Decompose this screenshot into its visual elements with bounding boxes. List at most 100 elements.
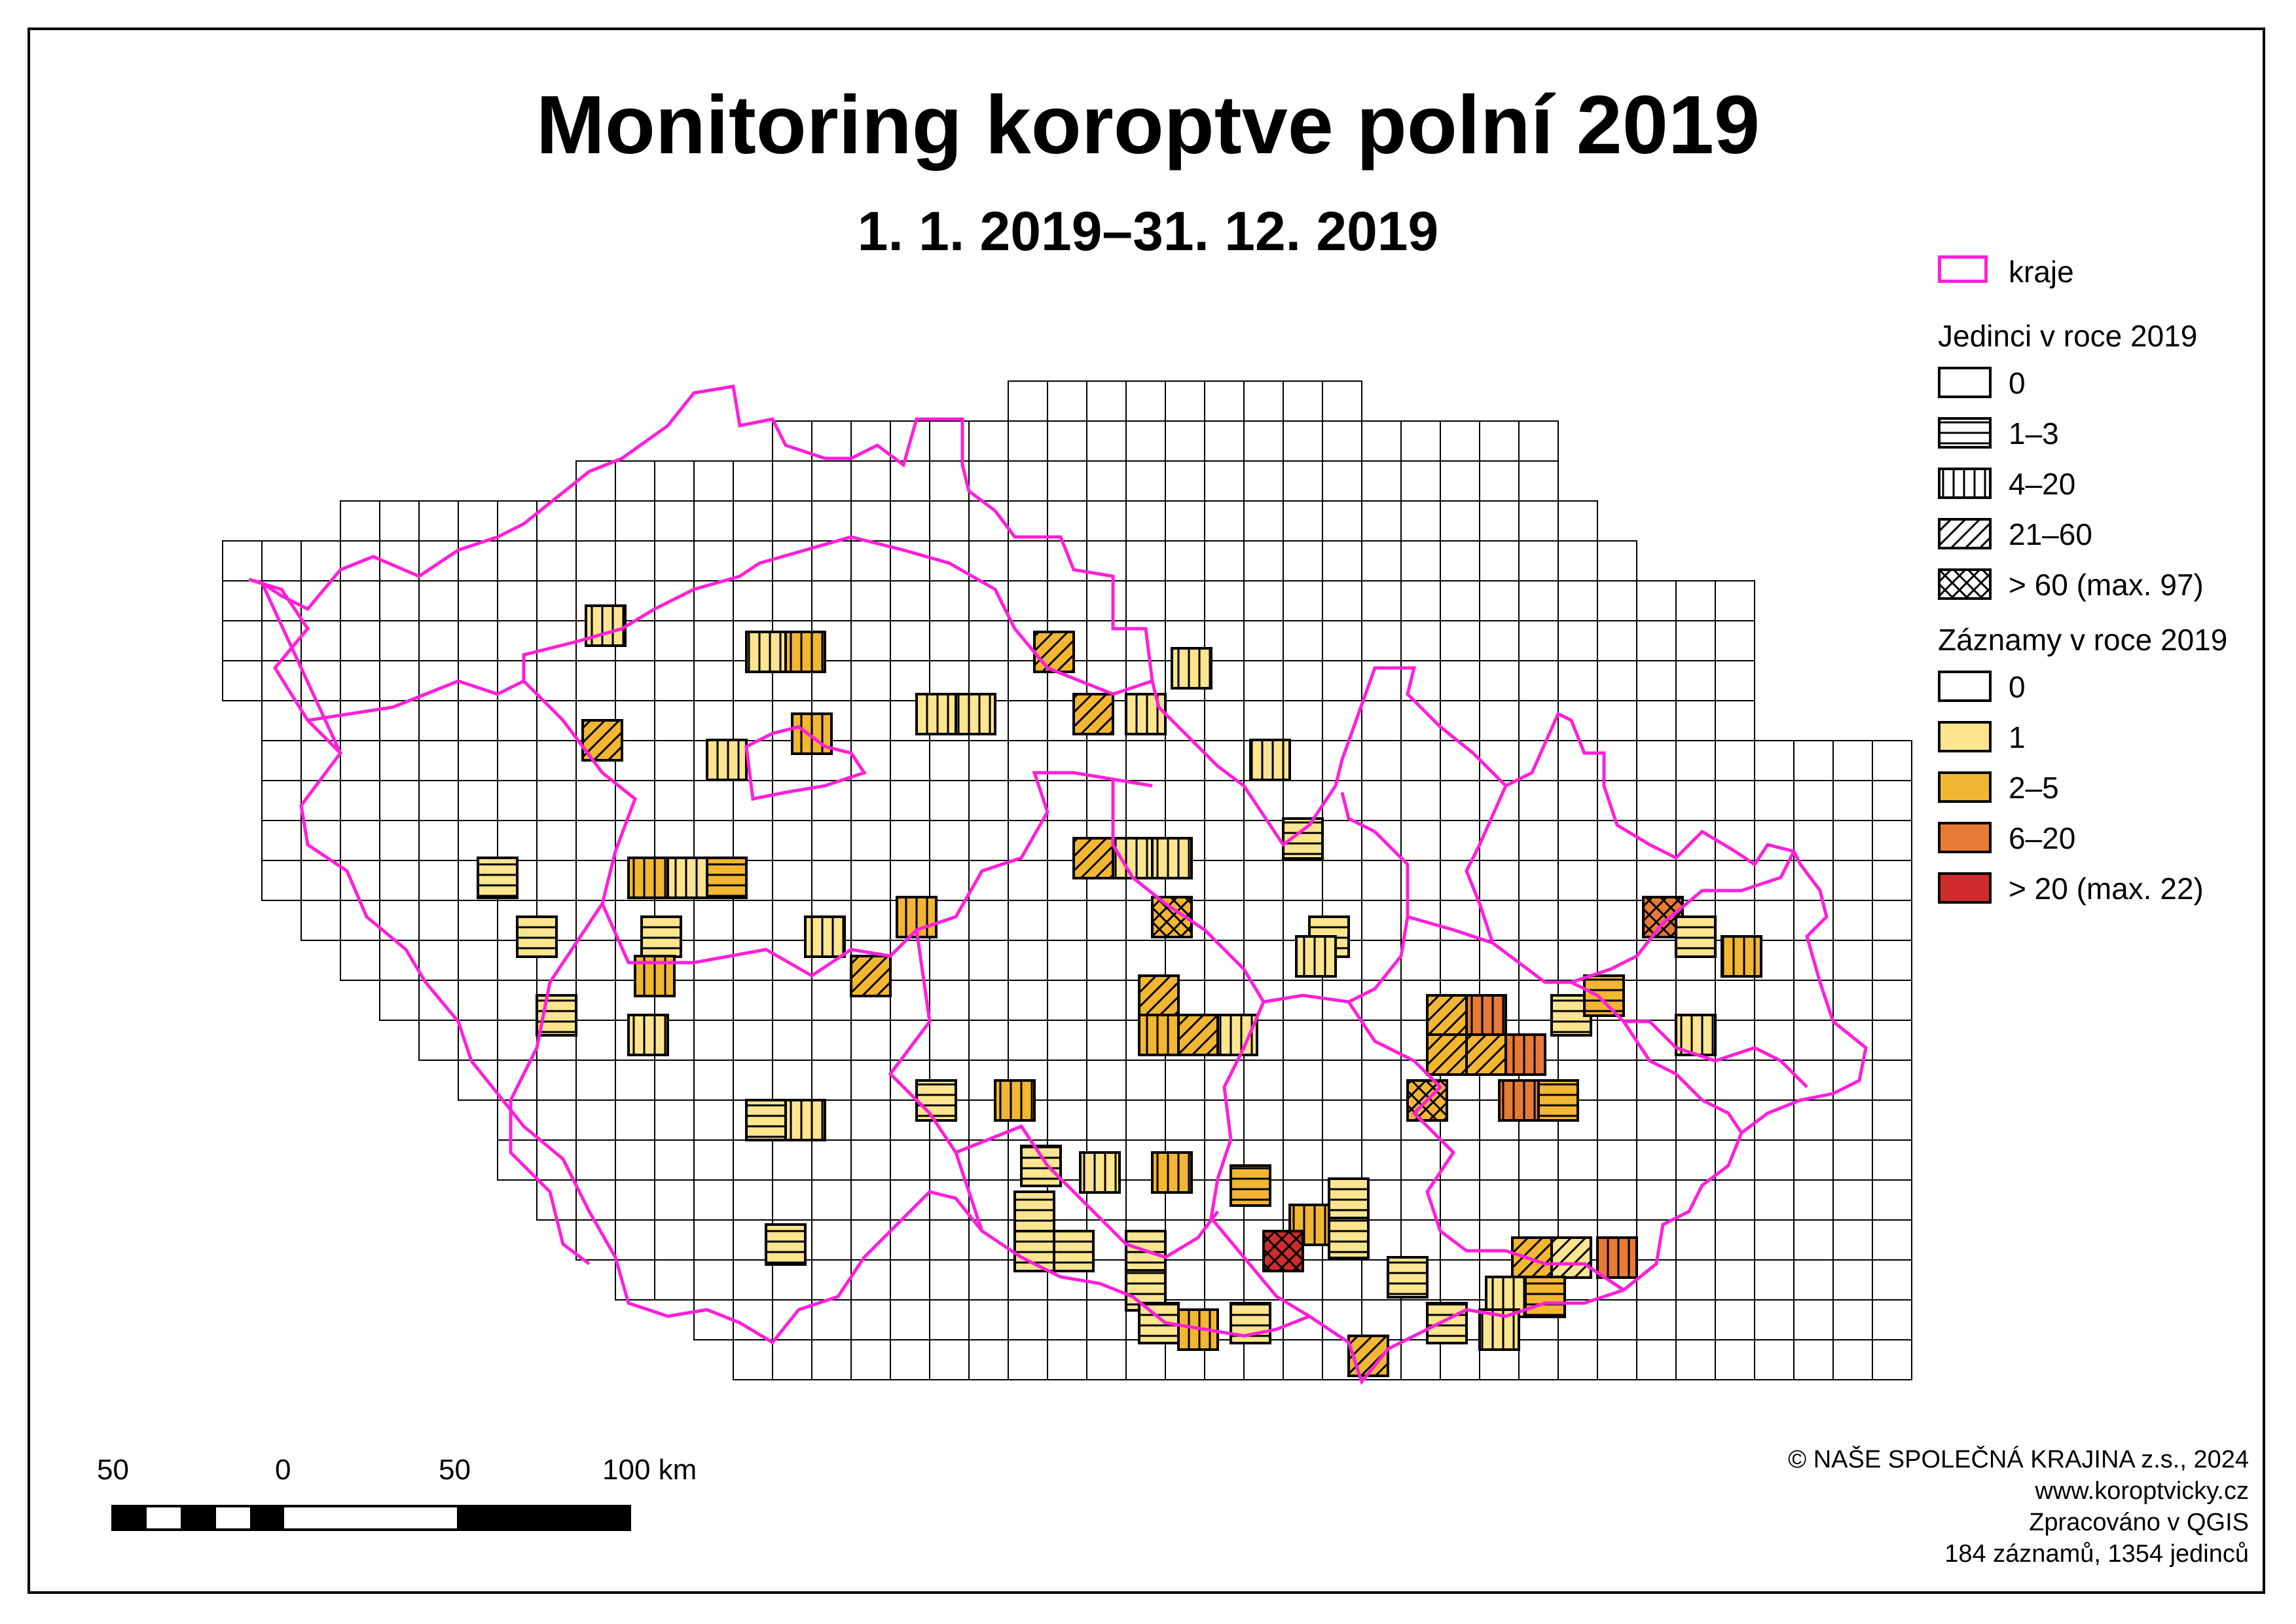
grid-cell: [1832, 1179, 1873, 1221]
grid-cell: [261, 700, 302, 741]
grid-cell: [1204, 980, 1245, 1021]
grid-cell: [497, 540, 538, 581]
grid-cell: [772, 540, 812, 581]
grid-cell: [1793, 780, 1834, 821]
grid-cell: [458, 900, 498, 941]
grid-cell: [458, 1060, 498, 1101]
grid-cell: [1597, 1020, 1637, 1061]
grid-cell: [1086, 380, 1127, 422]
grid-cell: [968, 980, 1009, 1021]
grid-cell: [1125, 1099, 1166, 1141]
grid-cell: [890, 740, 930, 781]
occupied-cell-hatch: [517, 917, 556, 957]
individuals-label: > 60 (max. 97): [2009, 568, 2204, 602]
grid-cell: [968, 940, 1009, 981]
occupied-cell-hatch: [917, 1080, 956, 1120]
grid-cell: [929, 940, 970, 981]
grid-cell: [811, 1219, 852, 1261]
grid-cell: [1715, 1299, 1755, 1340]
grid-cell: [1322, 500, 1362, 542]
grid-cell: [1675, 620, 1716, 661]
grid-cell: [379, 700, 420, 741]
grid-cell: [1675, 580, 1716, 621]
grid-cell: [772, 1179, 812, 1221]
grid-cell: [1558, 500, 1598, 542]
grid-cell: [1636, 1179, 1677, 1221]
grid-cell: [1675, 1259, 1716, 1301]
grid-cell: [1322, 780, 1362, 821]
records-swatch: [1938, 671, 1992, 702]
grid-cell: [733, 1339, 773, 1380]
occupied-cell-hatch: [786, 1100, 825, 1140]
grid-cell: [1322, 460, 1362, 502]
grid-cell: [615, 460, 655, 502]
grid-cell: [1243, 540, 1284, 581]
grid-cell: [811, 1020, 852, 1061]
grid-cell: [1479, 860, 1520, 901]
grid-cell: [536, 740, 577, 781]
grid-cell: [458, 700, 498, 741]
grid-cell: [1793, 1219, 1834, 1261]
individuals-heading: Jedinci v roce 2019: [1938, 319, 2198, 353]
grid-cell: [1715, 620, 1755, 661]
grid-cell: [654, 780, 695, 821]
grid-cell: [890, 1139, 930, 1181]
grid-cell: [1204, 940, 1245, 981]
grid-cell: [1558, 620, 1598, 661]
grid-cell: [1440, 1179, 1480, 1221]
grid-cell: [261, 540, 302, 581]
grid-cell: [1204, 540, 1245, 581]
grid-cell: [1047, 1060, 1087, 1101]
individuals-label: 0: [2009, 366, 2026, 400]
grid-cell: [1872, 820, 1912, 861]
grid-cell: [379, 820, 420, 861]
grid-cell: [497, 1020, 538, 1061]
occupied-cells: [477, 604, 1762, 1377]
grid-cell: [1872, 1179, 1912, 1221]
grid-cell: [1165, 940, 1205, 981]
records-swatch: [1938, 721, 1992, 752]
grid-cell: [615, 1060, 655, 1101]
grid-cell: [1440, 500, 1480, 542]
grid-cell: [1125, 740, 1166, 781]
grid-cell: [1204, 1219, 1245, 1261]
grid-cell: [890, 820, 930, 861]
grid-cell: [1518, 700, 1559, 741]
map-frame: [27, 28, 2265, 1594]
grid-cell: [458, 660, 498, 701]
grid-cell: [1479, 740, 1520, 781]
grid-cell: [1479, 580, 1520, 621]
grid-cell: [1243, 660, 1284, 701]
grid-cell: [536, 620, 577, 661]
individuals-swatch-none: [1938, 367, 1992, 398]
grid-cell: [890, 1259, 930, 1301]
grid-cell: [1086, 740, 1127, 781]
grid-cell: [850, 1139, 891, 1181]
occupied-cell-hatch: [1250, 740, 1290, 780]
scale-label-hundred: 100 km: [602, 1454, 697, 1486]
records-label: 1: [2009, 720, 2026, 754]
grid-cell: [458, 820, 498, 861]
grid-cell: [1400, 540, 1441, 581]
grid-cell: [1675, 1219, 1716, 1261]
grid-cell: [1047, 1099, 1087, 1141]
grid-cell: [1715, 1179, 1755, 1221]
grid-cell: [418, 1020, 459, 1061]
grid-cell: [929, 780, 970, 821]
grid-cell: [1754, 780, 1795, 821]
grid-cell: [968, 1259, 1009, 1301]
grid-cell: [1872, 1099, 1912, 1141]
grid-cell: [1204, 420, 1245, 462]
grid-cell: [615, 820, 655, 861]
grid-cell: [1243, 460, 1284, 502]
grid-cell: [497, 1060, 538, 1101]
grid-cell: [1597, 1060, 1637, 1101]
grid-cell: [1165, 460, 1205, 502]
occupied-cell-hatch: [1499, 1080, 1539, 1120]
grid-cell: [1636, 1060, 1677, 1101]
grid-cell: [890, 1020, 930, 1061]
grid-cell: [1675, 1099, 1716, 1141]
grid-cell: [1361, 700, 1402, 741]
grid-cell: [890, 1299, 930, 1340]
grid-cell: [1086, 900, 1127, 941]
